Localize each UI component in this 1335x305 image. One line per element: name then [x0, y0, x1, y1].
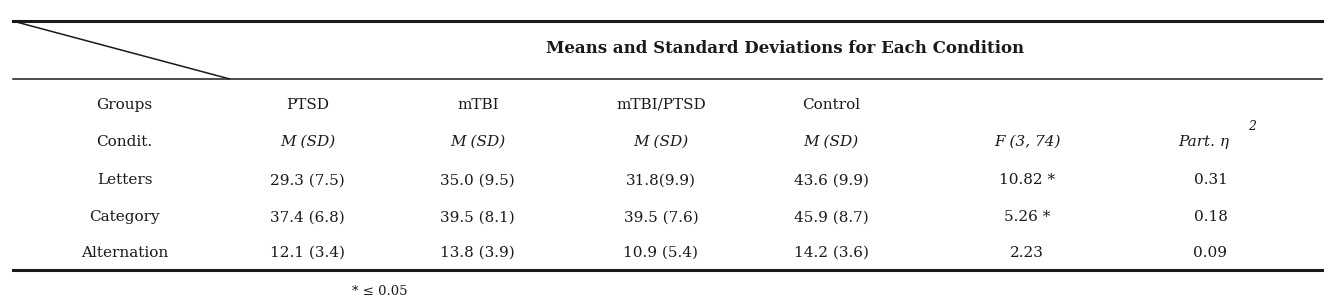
- Text: 45.9 (8.7): 45.9 (8.7): [794, 210, 868, 224]
- Text: 43.6 (9.9): 43.6 (9.9): [793, 174, 869, 187]
- Text: 0.09: 0.09: [1193, 246, 1227, 260]
- Text: PTSD: PTSD: [286, 98, 330, 112]
- Text: 39.5 (7.6): 39.5 (7.6): [623, 210, 698, 224]
- Text: Part. η: Part. η: [1179, 135, 1230, 149]
- Text: 2: 2: [1248, 120, 1256, 133]
- Text: 10.9 (5.4): 10.9 (5.4): [623, 246, 698, 260]
- Text: 13.8 (3.9): 13.8 (3.9): [441, 246, 515, 260]
- Text: Category: Category: [89, 210, 160, 224]
- Text: 37.4 (6.8): 37.4 (6.8): [271, 210, 344, 224]
- Text: Means and Standard Deviations for Each Condition: Means and Standard Deviations for Each C…: [546, 40, 1024, 57]
- Text: M (SD): M (SD): [804, 135, 858, 149]
- Text: 10.82 *: 10.82 *: [999, 174, 1056, 187]
- Text: 2.23: 2.23: [1011, 246, 1044, 260]
- Text: 35.0 (9.5): 35.0 (9.5): [441, 174, 515, 187]
- Text: mTBI: mTBI: [457, 98, 498, 112]
- Text: Groups: Groups: [96, 98, 152, 112]
- Text: 0.18: 0.18: [1193, 210, 1227, 224]
- Text: M (SD): M (SD): [633, 135, 689, 149]
- Text: Alternation: Alternation: [81, 246, 168, 260]
- Text: 5.26 *: 5.26 *: [1004, 210, 1051, 224]
- Text: 31.8(9.9): 31.8(9.9): [626, 174, 696, 187]
- Text: Letters: Letters: [97, 174, 152, 187]
- Text: 0.31: 0.31: [1193, 174, 1227, 187]
- Text: M (SD): M (SD): [280, 135, 335, 149]
- Text: 29.3 (7.5): 29.3 (7.5): [271, 174, 344, 187]
- Text: * ≤ 0.05: * ≤ 0.05: [352, 285, 407, 298]
- Text: 39.5 (8.1): 39.5 (8.1): [441, 210, 515, 224]
- Text: M (SD): M (SD): [450, 135, 506, 149]
- Text: 12.1 (3.4): 12.1 (3.4): [270, 246, 346, 260]
- Text: Control: Control: [802, 98, 860, 112]
- Text: mTBI/PTSD: mTBI/PTSD: [615, 98, 706, 112]
- Text: F (3, 74): F (3, 74): [995, 135, 1060, 149]
- Text: Condit.: Condit.: [96, 135, 152, 149]
- Text: 14.2 (3.6): 14.2 (3.6): [793, 246, 869, 260]
